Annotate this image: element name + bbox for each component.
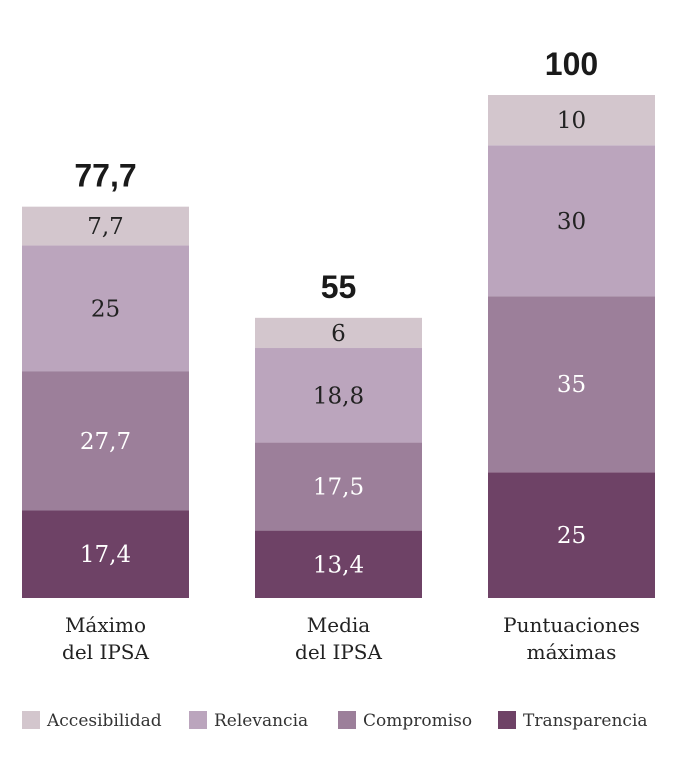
bar-segment-compromiso bbox=[22, 371, 189, 511]
total-label: 100 bbox=[545, 46, 598, 82]
legend-label-compromiso: Compromiso bbox=[363, 711, 472, 731]
category-label: Máximo bbox=[65, 613, 146, 637]
legend-swatch-compromiso bbox=[338, 711, 356, 729]
category-label: Puntuaciones bbox=[503, 613, 640, 637]
bar-segment-compromiso bbox=[255, 442, 422, 531]
bar-segment-accesibilidad bbox=[488, 95, 655, 146]
data-label: 17,5 bbox=[313, 475, 364, 501]
data-label: 25 bbox=[557, 523, 586, 549]
category-label: del IPSA bbox=[62, 640, 149, 664]
legend-swatch-relevancia bbox=[189, 711, 207, 729]
data-label: 17,4 bbox=[80, 542, 131, 568]
bar-segment-relevancia bbox=[22, 245, 189, 372]
bar-segment-accesibilidad bbox=[255, 317, 422, 349]
data-label: 7,7 bbox=[87, 214, 124, 240]
data-label: 6 bbox=[331, 321, 346, 347]
legend-label-accesibilidad: Accesibilidad bbox=[46, 711, 162, 731]
data-label: 30 bbox=[557, 209, 586, 235]
data-label: 25 bbox=[91, 296, 120, 322]
data-label: 10 bbox=[557, 108, 586, 134]
total-label: 55 bbox=[321, 269, 357, 305]
category-label: máximas bbox=[527, 640, 617, 664]
bar-segment-compromiso bbox=[488, 296, 655, 473]
category-label: Media bbox=[307, 613, 371, 637]
category-label: del IPSA bbox=[295, 640, 382, 664]
legend-label-transparencia: Transparencia bbox=[523, 711, 648, 731]
bar-segment-transparencia bbox=[255, 530, 422, 598]
bar-segment-transparencia bbox=[488, 472, 655, 598]
bar-segment-relevancia bbox=[255, 348, 422, 443]
legend-swatch-accesibilidad bbox=[22, 711, 40, 729]
data-label: 35 bbox=[557, 372, 586, 398]
bar-segment-accesibilidad bbox=[22, 206, 189, 246]
data-label: 18,8 bbox=[313, 383, 364, 409]
legend-swatch-transparencia bbox=[498, 711, 516, 729]
bar-segment-transparencia bbox=[22, 510, 189, 598]
legend-label-relevancia: Relevancia bbox=[214, 711, 308, 731]
bar-segment-relevancia bbox=[488, 145, 655, 297]
total-label: 77,7 bbox=[74, 158, 136, 194]
data-label: 13,4 bbox=[313, 552, 364, 578]
data-label: 27,7 bbox=[80, 429, 131, 455]
